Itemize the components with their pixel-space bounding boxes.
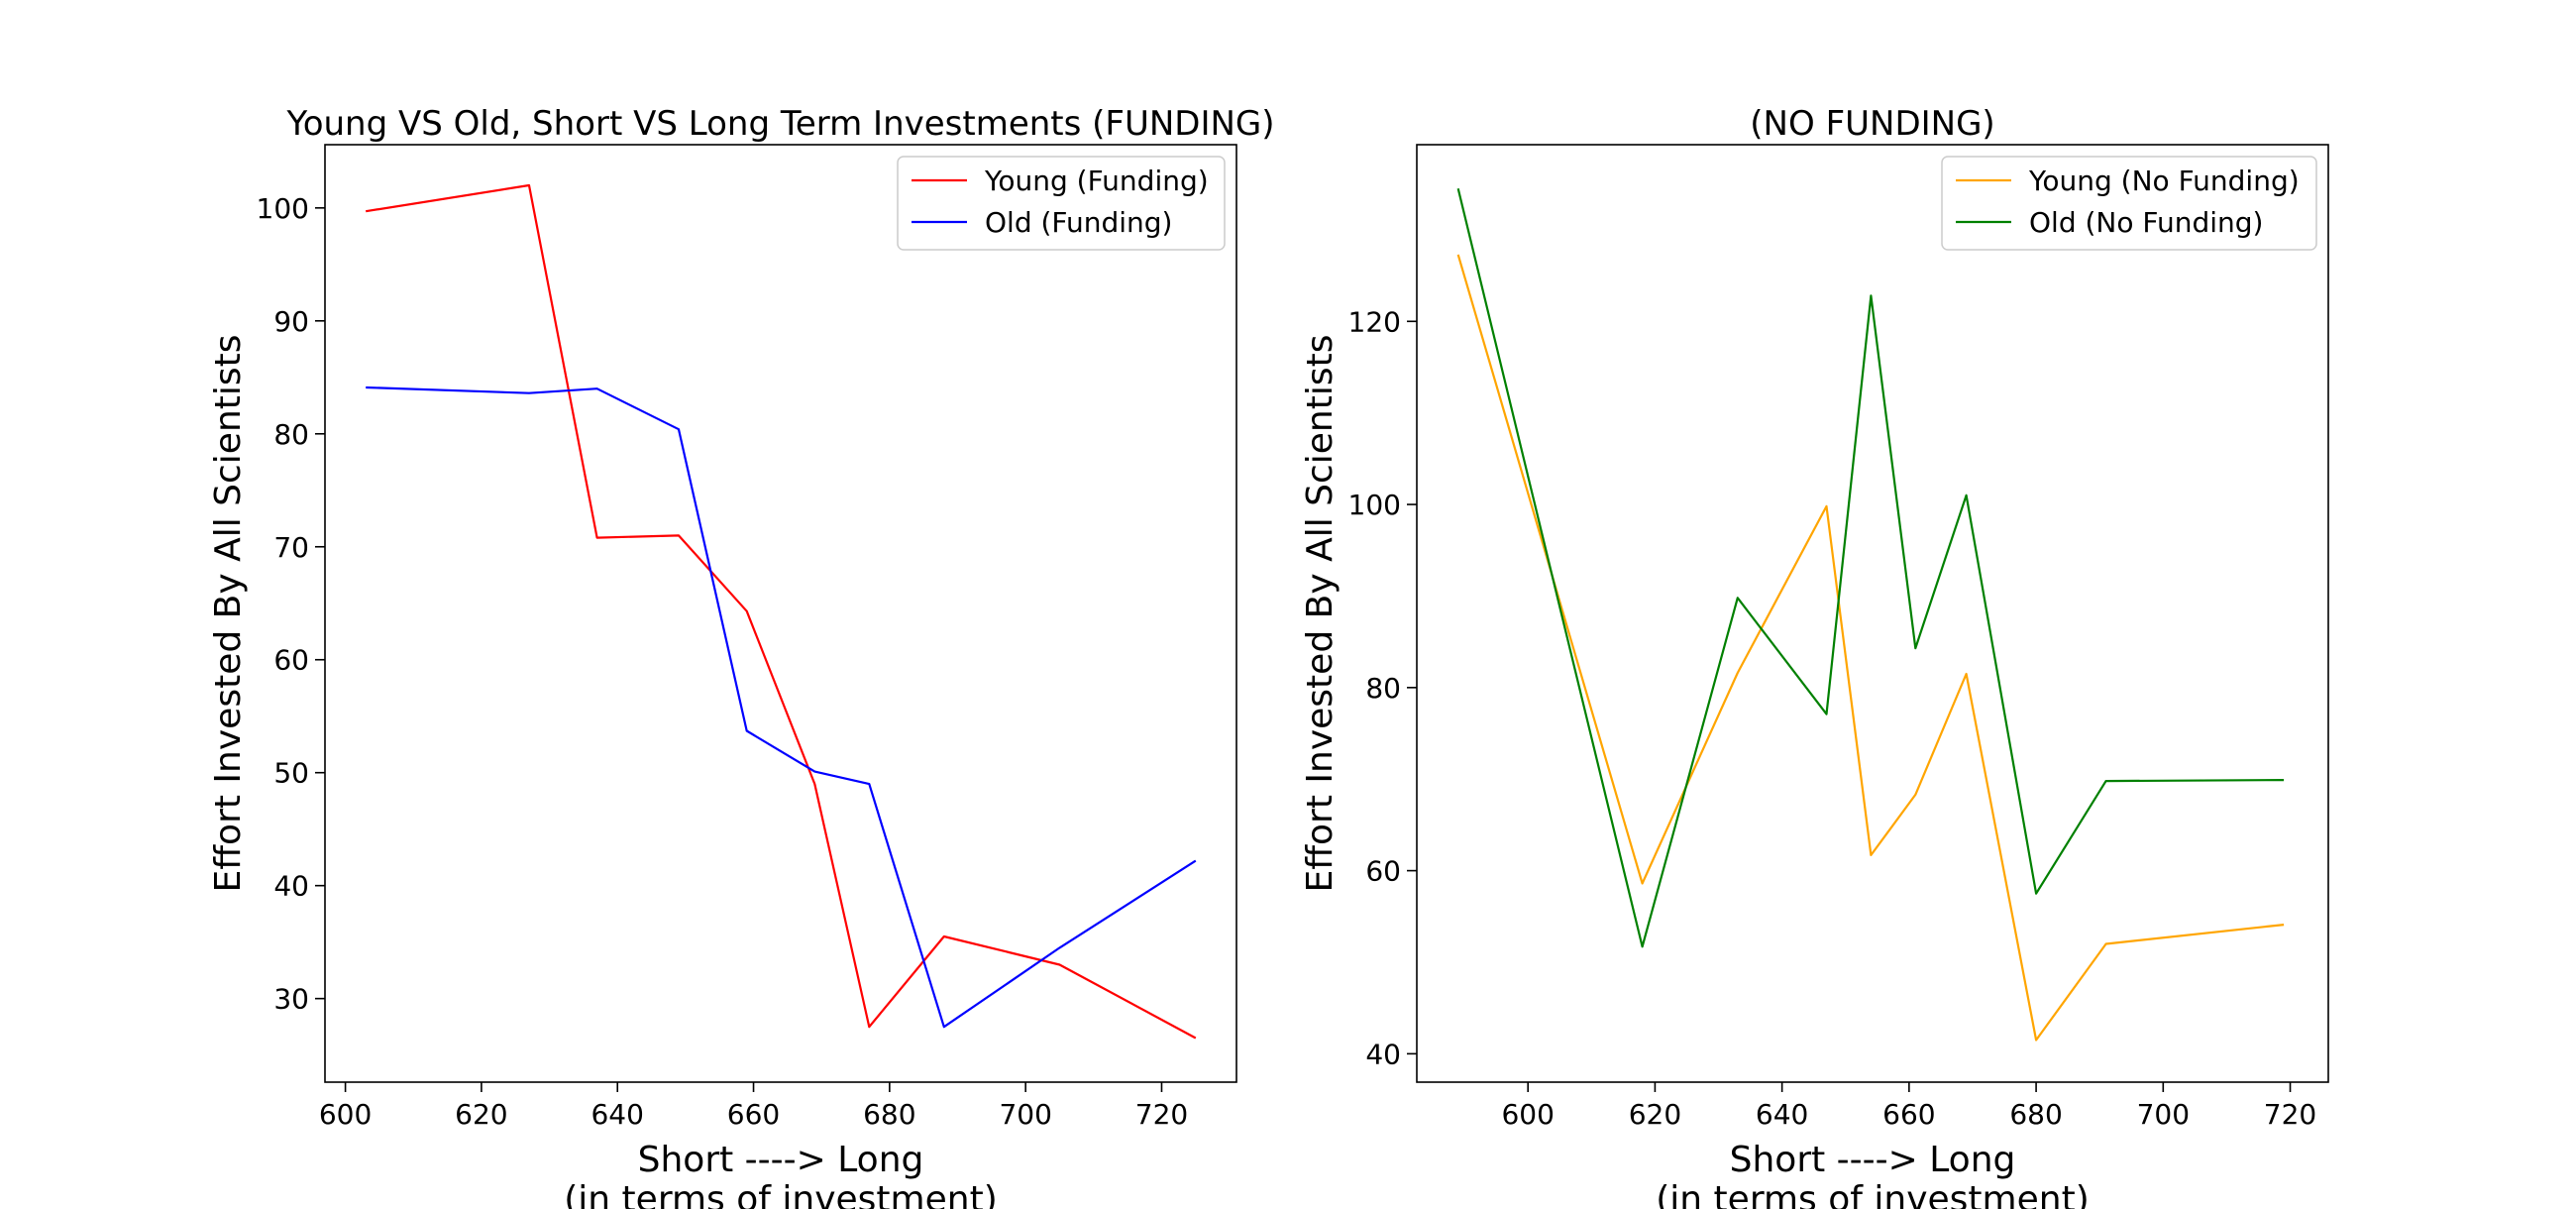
y-tick-label: 60 bbox=[1365, 855, 1401, 888]
y-tick-label: 70 bbox=[273, 531, 309, 564]
legend-label-1: Old (Funding) bbox=[985, 206, 1172, 239]
y-tick-label: 60 bbox=[273, 644, 309, 677]
x-axis-label-sub: (in terms of investment) bbox=[1656, 1179, 2089, 1209]
y-tick-label: 30 bbox=[273, 983, 309, 1016]
x-tick-label: 680 bbox=[2009, 1098, 2062, 1131]
legend-box bbox=[897, 156, 1226, 251]
x-tick-label: 660 bbox=[727, 1098, 780, 1131]
y-tick-label: 50 bbox=[273, 757, 309, 790]
y-tick-label: 40 bbox=[273, 870, 309, 903]
series-line-1 bbox=[366, 385, 1197, 1029]
y-tick-label: 100 bbox=[1348, 489, 1401, 521]
plot-frame bbox=[324, 144, 1237, 1083]
y-tick-label: 80 bbox=[1365, 672, 1401, 705]
x-tick-label: 600 bbox=[1501, 1098, 1554, 1131]
x-tick-label: 720 bbox=[1135, 1098, 1188, 1131]
y-tick-label: 90 bbox=[273, 305, 309, 338]
x-tick-label: 700 bbox=[999, 1098, 1051, 1131]
x-tick-label: 640 bbox=[590, 1098, 643, 1131]
y-tick-label: 40 bbox=[1365, 1038, 1401, 1070]
x-axis-label: Short ----> Long bbox=[638, 1140, 924, 1180]
x-tick-label: 660 bbox=[1882, 1098, 1935, 1131]
y-axis-label: Effort Invested By All Scientists bbox=[208, 334, 249, 892]
legend-label-0: Young (No Funding) bbox=[2028, 165, 2300, 197]
x-tick-label: 700 bbox=[2137, 1098, 2190, 1131]
plot-frame bbox=[1416, 144, 2329, 1083]
x-tick-label: 620 bbox=[1629, 1098, 1681, 1131]
chart-funding: 600 620 640 660 680 700 720 30 40 50 60 70 80 90 100 Yo… bbox=[208, 104, 1275, 1209]
x-tick-label: 640 bbox=[1756, 1098, 1808, 1131]
legend-label-1: Old (No Funding) bbox=[2029, 206, 2263, 239]
chart-title: Young VS Old, Short VS Long Term Investm… bbox=[285, 104, 1274, 144]
x-axis-label-sub: (in terms of investment) bbox=[564, 1179, 997, 1209]
y-tick-label: 120 bbox=[1348, 305, 1401, 338]
x-axis-label: Short ----> Long bbox=[1730, 1140, 2016, 1180]
legend-label-0: Young (Funding) bbox=[984, 165, 1209, 197]
y-tick-label: 80 bbox=[273, 418, 309, 451]
series-line-0 bbox=[366, 183, 1197, 1040]
x-tick-label: 600 bbox=[319, 1098, 372, 1131]
chart-title: (NO FUNDING) bbox=[1750, 104, 1994, 144]
chart-no-funding: 600 620 640 660 680 700 720 40 60 80 100 120 (NO FUN… bbox=[1300, 104, 2329, 1209]
series-line-1 bbox=[1456, 188, 2285, 948]
y-axis-label: Effort Invested By All Scientists bbox=[1300, 334, 1341, 892]
x-tick-label: 720 bbox=[2264, 1098, 2316, 1131]
series-line-0 bbox=[1456, 254, 2285, 1042]
legend-box bbox=[1941, 156, 2317, 251]
x-tick-label: 680 bbox=[863, 1098, 915, 1131]
x-tick-label: 620 bbox=[455, 1098, 507, 1131]
y-tick-label: 100 bbox=[257, 192, 309, 225]
